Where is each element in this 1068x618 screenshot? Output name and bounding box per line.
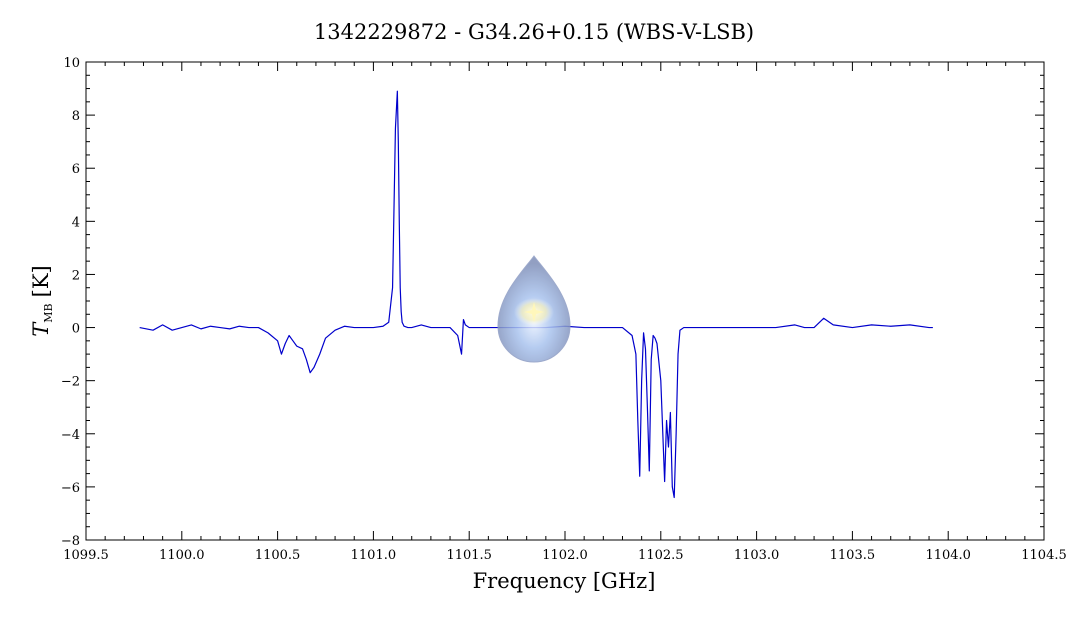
- x-axis-label: Frequency [GHz]: [473, 569, 656, 593]
- chart-title: 1342229872 - G34.26+0.15 (WBS-V-LSB): [314, 20, 754, 44]
- y-axis-tick-labels: −8 −6 −4 −2 0 2 4 6 8 10: [61, 56, 80, 549]
- droplet-logo-icon: [497, 255, 571, 363]
- y-tick-label: 10: [63, 56, 80, 71]
- x-tick-label: 1104.5: [1021, 548, 1067, 563]
- x-tick-label: 1100.5: [255, 548, 301, 563]
- x-tick-label: 1103.5: [830, 548, 876, 563]
- x-tick-label: 1099.5: [63, 548, 109, 563]
- x-axis-ticks: [85, 62, 1045, 540]
- y-tick-label: −8: [61, 534, 80, 549]
- series-layer: [139, 90, 933, 499]
- y-tick-label: 2: [72, 268, 80, 283]
- y-tick-label: −6: [61, 481, 80, 496]
- y-axis-label-subscript: MB: [42, 303, 55, 322]
- y-axis-label-unit: [K]: [29, 265, 53, 297]
- y-tick-label: 6: [72, 162, 80, 177]
- y-tick-label: −4: [61, 428, 80, 443]
- x-tick-label: 1101.5: [446, 548, 492, 563]
- x-tick-label: 1102.0: [542, 548, 588, 563]
- svg-text:TMB[K]: TMB [K]: [29, 265, 55, 336]
- x-axis-tick-labels: 1099.5 1100.0 1100.5 1101.0 1101.5 1102.0 1102…: [63, 548, 1067, 563]
- y-axis-ticks: [86, 61, 1044, 541]
- y-axis-label: TMB [K]: [29, 265, 55, 336]
- x-tick-label: 1100.0: [159, 548, 205, 563]
- y-tick-label: −2: [61, 375, 80, 390]
- y-tick-label: 4: [72, 215, 80, 230]
- series-line: [139, 90, 933, 499]
- x-tick-label: 1103.0: [734, 548, 780, 563]
- y-axis-label-symbol: T: [29, 321, 53, 337]
- y-tick-label: 0: [72, 322, 80, 337]
- x-tick-label: 1104.0: [925, 548, 971, 563]
- x-tick-label: 1101.0: [351, 548, 397, 563]
- y-tick-label: 8: [72, 109, 80, 124]
- x-tick-label: 1102.5: [638, 548, 684, 563]
